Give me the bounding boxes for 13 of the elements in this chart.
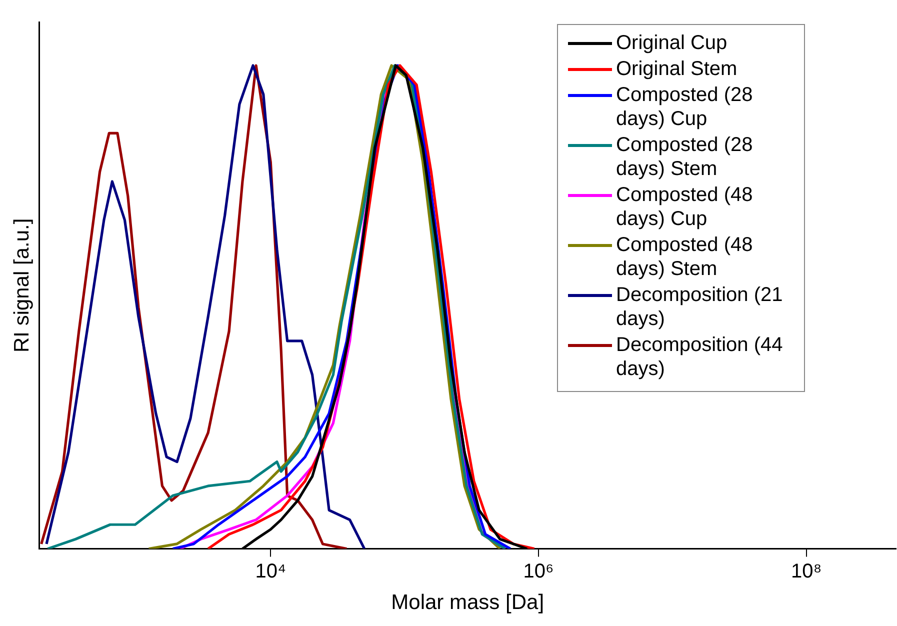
legend-label: Composted (28 days) Cup <box>616 83 754 131</box>
legend-label: Composted (28 days) Stem <box>616 133 754 181</box>
y-axis-title: RI signal [a.u.] <box>10 218 34 353</box>
x-axis-title: Molar mass [Da] <box>391 591 544 614</box>
legend-label: Original Stem <box>616 57 738 81</box>
legend-label: Composted (48 days) Cup <box>616 183 754 231</box>
legend-label: Original Cup <box>616 31 728 55</box>
x-tick-label: 10⁶ <box>523 560 554 582</box>
legend-label: Decomposition (21 days) <box>616 283 784 331</box>
x-tick-label: 10⁴ <box>255 560 286 582</box>
x-tick-label: 10⁸ <box>791 560 822 582</box>
legend-label: Decomposition (44 days) <box>616 333 784 381</box>
legend-label: Composted (48 days) Stem <box>616 233 754 281</box>
